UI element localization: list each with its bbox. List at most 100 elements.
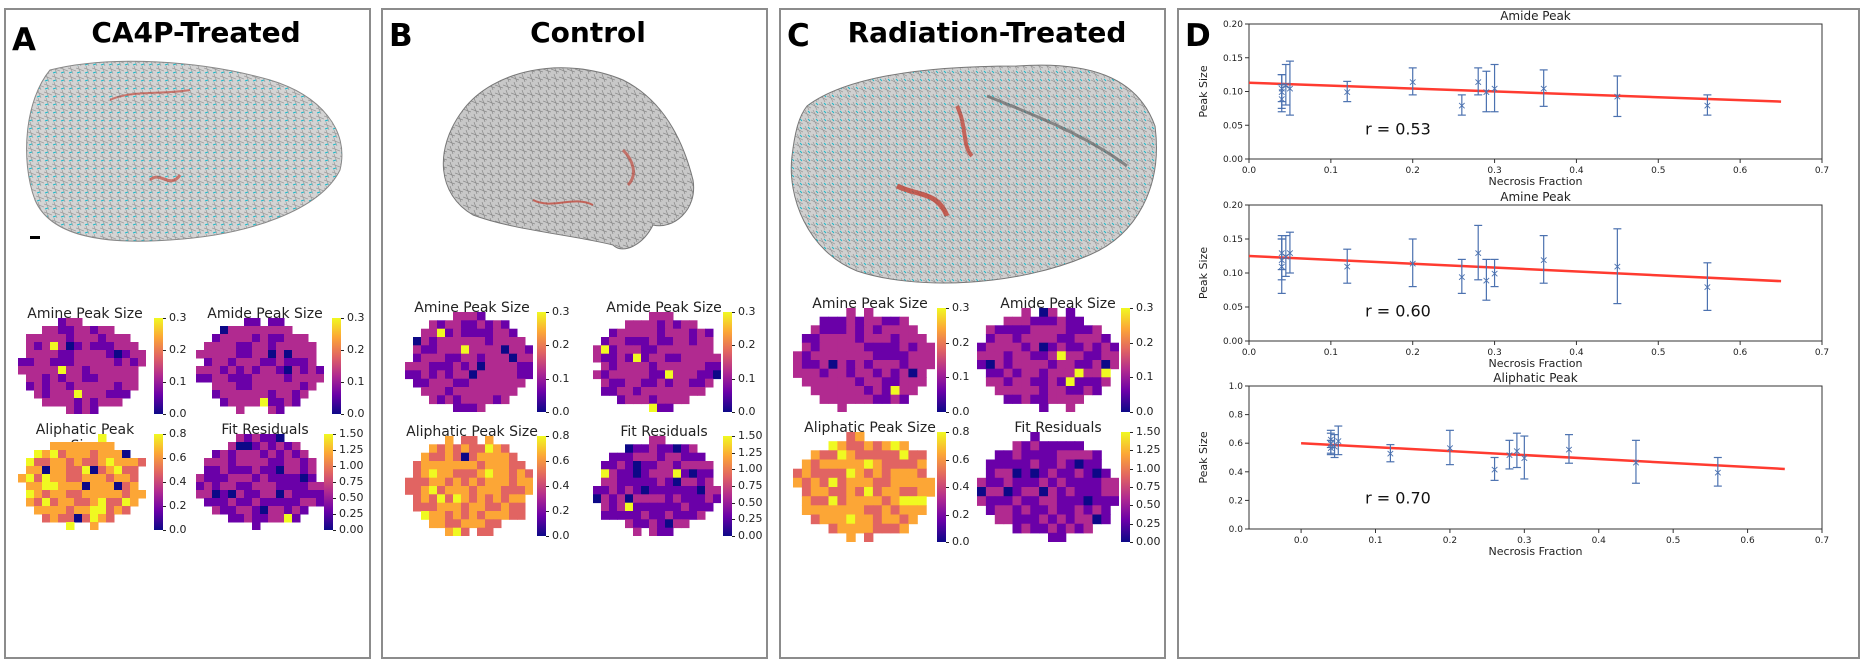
colorbar-tick-mark — [333, 530, 336, 531]
y-tick-label: 0.00 — [1223, 337, 1243, 347]
panel-letter: C — [787, 18, 810, 54]
colorbar-tick-mark — [546, 436, 549, 437]
colorbar-tick-label: 0.25 — [738, 512, 763, 526]
colorbar-ticks-amine: 0.3 0.2 0.1 0.0 — [546, 305, 579, 418]
plot-frame — [1248, 385, 1823, 530]
colorbar-tick-mark — [341, 318, 344, 319]
colorbar-tick-mark — [946, 459, 949, 461]
colorbar-tick-label: 1.50 — [1136, 425, 1161, 438]
x-tick-label: 0.5 — [1666, 536, 1680, 546]
colorbar-tick-mark — [333, 434, 336, 435]
panel-c: C Radiation-Treated Amine Peak Size 0.3 0… — [779, 8, 1166, 659]
data-point: × — [1490, 82, 1499, 95]
colorbar-tick-mark — [546, 345, 549, 347]
fit-line — [1248, 81, 1782, 103]
colorbar-tick-label: 0.2 — [952, 507, 970, 521]
colorbar-tick-mark — [163, 530, 166, 531]
panel-title: Control — [530, 16, 646, 49]
heatmap-aliphatic — [18, 434, 147, 531]
colorbar-aliphatic — [154, 434, 163, 530]
data-point: × — [1474, 247, 1483, 260]
x-tick-label: 0.7 — [1815, 348, 1829, 358]
colorbar-ticks-residuals: 1.50 1.25 1.00 0.75 0.50 0.25 0.00 — [732, 429, 769, 542]
colorbar-tick-mark — [732, 378, 735, 380]
colorbar-tick-mark — [341, 414, 344, 415]
data-point: × — [1539, 253, 1548, 266]
colorbar-tick-label: 0.2 — [552, 504, 570, 517]
x-tick-label: 0.4 — [1592, 536, 1607, 546]
y-tick-label: 0.8 — [1229, 411, 1244, 421]
heatmap-amide — [593, 312, 722, 413]
colorbar-tick-label: 0.0 — [169, 407, 187, 420]
colorbar-tick-label: 0.50 — [1136, 498, 1161, 512]
x-tick-label: 0.4 — [1569, 348, 1584, 358]
colorbar-tick-mark — [546, 312, 549, 313]
colorbar-tick-mark — [1130, 487, 1133, 488]
map-title-amide: Amide Peak Size — [207, 306, 323, 322]
fit-line — [1301, 441, 1785, 471]
plot-title: Amine Peak — [1500, 190, 1571, 204]
x-tick-label: 0.6 — [1740, 536, 1755, 546]
colorbar-tick-label: 0.3 — [347, 311, 365, 324]
x-tick-label: 0.6 — [1733, 166, 1748, 176]
colorbar-tick-label: 0.8 — [169, 427, 187, 440]
colorbar-ticks-aliphatic: 0.8 0.6 0.4 0.2 0.0 — [163, 427, 196, 536]
y-tick-label: 0.05 — [1223, 121, 1243, 131]
colorbar-tick-label: 1.25 — [738, 445, 763, 459]
y-tick-label: 0.15 — [1223, 54, 1243, 64]
x-axis-label: Necrosis Fraction — [1489, 545, 1583, 558]
colorbar-aliphatic — [937, 432, 946, 542]
colorbar-tick-mark — [163, 382, 166, 383]
y-tick-label: 0.05 — [1223, 303, 1243, 313]
colorbar-tick-mark — [732, 436, 735, 437]
panel-title: Radiation-Treated — [847, 16, 1127, 49]
colorbar-tick-label: 0.2 — [169, 343, 187, 356]
colorbar-tick-label: 1.00 — [1136, 461, 1161, 475]
colorbar-tick-label: 0.25 — [1136, 516, 1161, 530]
colorbar-tick-mark — [946, 412, 949, 413]
colorbar-tick-mark — [333, 482, 336, 483]
colorbar-tick-mark — [732, 345, 735, 347]
heatmap-amide — [196, 318, 325, 415]
colorbar-tick-label: 0.2 — [347, 343, 365, 356]
plot-title: Aliphatic Peak — [1493, 371, 1577, 385]
heatmap-amine — [405, 312, 534, 413]
panel-letter: A — [12, 22, 36, 58]
data-point: × — [1539, 82, 1548, 95]
colorbar-tick-label: 0.0 — [552, 405, 570, 418]
data-point: × — [1281, 250, 1290, 263]
colorbar-tick-mark — [333, 498, 336, 499]
colorbar-ticks-aliphatic: 0.8 0.6 0.4 0.2 0.0 — [946, 425, 979, 548]
data-point: × — [1457, 99, 1466, 112]
x-tick-label: 0.3 — [1487, 348, 1501, 358]
colorbar-tick-mark — [732, 412, 735, 413]
fit-line — [1248, 254, 1782, 283]
colorbar-tick-mark — [732, 502, 735, 504]
colorbar-tick-mark — [1130, 412, 1133, 413]
colorbar-tick-mark — [333, 466, 336, 467]
colorbar-tick-mark — [732, 486, 735, 487]
colorbar-tick-label: 0.25 — [339, 507, 364, 520]
scale-bar — [30, 236, 40, 239]
colorbar-tick-mark — [163, 350, 166, 351]
colorbar-tick-label: 1.00 — [339, 459, 364, 472]
colorbar-residuals — [1121, 432, 1130, 542]
x-tick-label: 0.1 — [1324, 348, 1338, 358]
y-axis-label: Peak Size — [1197, 65, 1210, 117]
colorbar-tick-label: 0.6 — [169, 451, 187, 464]
colorbar-tick-label: 1.00 — [738, 462, 763, 476]
colorbar-amide — [1121, 308, 1130, 412]
colorbar-tick-label: 1.50 — [339, 427, 364, 440]
colorbar-ticks-amine: 0.3 0.2 0.1 0.0 — [946, 301, 979, 418]
colorbar-tick-mark — [946, 487, 949, 488]
x-tick-label: 0.7 — [1815, 536, 1829, 546]
colorbar-tick-mark — [1130, 450, 1133, 452]
data-point: × — [1520, 452, 1529, 465]
colorbar-tick-label: 0.3 — [552, 305, 570, 318]
colorbar-tick-mark — [946, 542, 949, 543]
x-axis-label: Necrosis Fraction — [1489, 357, 1583, 370]
map-title-amide: Amide Peak Size — [606, 300, 722, 316]
colorbar-tick-label: 0.6 — [552, 454, 570, 467]
colorbar-ticks-amide: 0.3 0.2 0.1 0.0 — [1130, 301, 1163, 418]
